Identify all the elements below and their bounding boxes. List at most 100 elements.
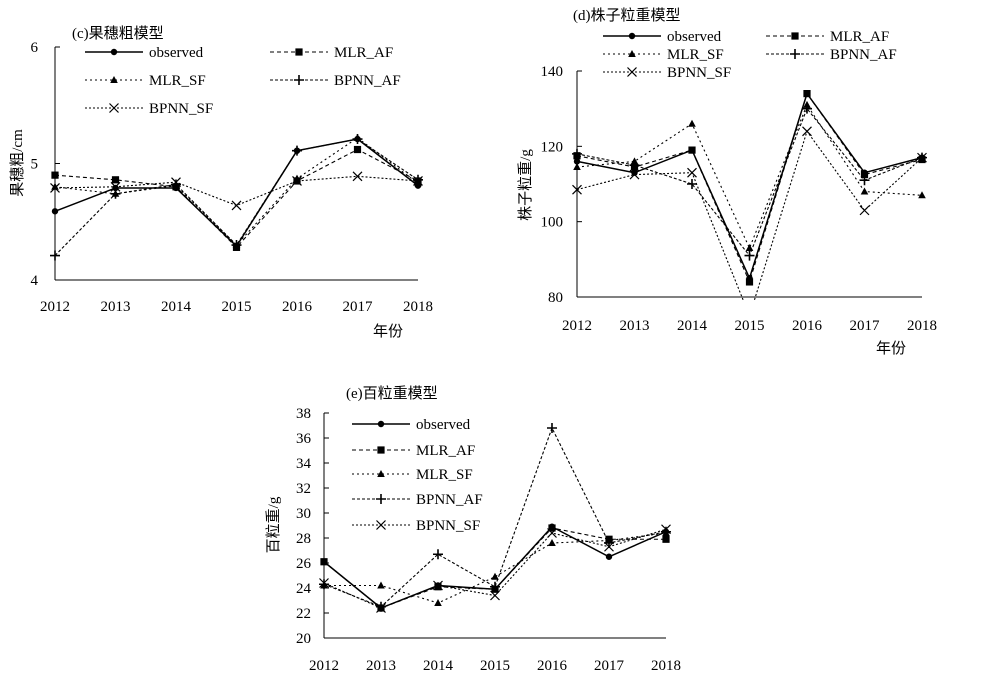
y-tick-label: 100 — [541, 215, 564, 231]
legend-marker — [628, 32, 636, 40]
legend-label: MLR_AF — [334, 45, 393, 61]
data-point — [110, 188, 121, 199]
series-line — [54, 138, 419, 248]
data-point — [413, 174, 423, 185]
x-tick-label: 2017 — [850, 318, 881, 334]
data-point — [491, 572, 499, 580]
data-point — [802, 103, 812, 114]
legend-item-mlr-af: MLR_AF — [352, 443, 475, 459]
data-point — [688, 119, 696, 127]
legend-marker — [110, 76, 118, 83]
data-point — [629, 160, 640, 171]
legend-item-observed: observed — [603, 29, 722, 45]
data-point — [687, 179, 697, 189]
data-point — [572, 184, 582, 195]
data-point — [662, 535, 670, 543]
legend-label: BPNN_AF — [830, 47, 897, 63]
x-tick-label: 2016 — [792, 318, 823, 334]
x-tick-label: 2014 — [677, 318, 708, 334]
y-tick-label: 30 — [296, 506, 311, 522]
series-line — [323, 426, 667, 608]
x-tick-label: 2018 — [651, 658, 681, 674]
y-tick-label: 22 — [296, 606, 311, 622]
legend-label: BPNN_SF — [416, 518, 480, 534]
legend-label: BPNN_AF — [416, 492, 483, 508]
x-tick-label: 2013 — [366, 658, 396, 674]
series-line — [54, 137, 419, 246]
y-tick-label: 28 — [296, 531, 311, 547]
data-point — [490, 581, 500, 592]
series-observed — [320, 523, 670, 612]
x-tick-label: 2017 — [343, 299, 374, 315]
data-point — [171, 177, 181, 188]
x-tick-label: 2014 — [423, 658, 454, 674]
series-line — [576, 107, 923, 257]
data-point — [171, 179, 181, 190]
data-point — [605, 553, 613, 560]
data-point — [292, 176, 302, 186]
y-tick-label: 80 — [548, 290, 563, 306]
legend-label: observed — [416, 417, 471, 433]
x-tick-label: 2015 — [222, 299, 252, 315]
legend-item-mlr-sf: MLR_SF — [352, 467, 473, 483]
legend-label: MLR_AF — [830, 29, 889, 45]
x-tick-label: 2013 — [101, 299, 131, 315]
y-tick-label: 4 — [31, 273, 39, 289]
data-point — [110, 181, 121, 192]
data-point — [629, 169, 640, 180]
data-point — [51, 171, 59, 179]
data-point — [433, 549, 443, 560]
data-point — [661, 524, 671, 535]
legend-label: MLR_AF — [416, 443, 475, 459]
data-point — [573, 158, 581, 165]
data-point — [918, 191, 926, 199]
series-bpnn-af — [319, 423, 671, 612]
series-line — [54, 138, 419, 256]
data-point — [434, 599, 442, 606]
data-point — [352, 171, 363, 182]
series-mlr-af — [51, 145, 422, 251]
data-point — [687, 167, 697, 178]
legend-marker — [627, 67, 637, 77]
series-bpnn-sf — [319, 524, 671, 613]
legend-label: MLR_SF — [149, 73, 206, 89]
data-point — [231, 200, 242, 211]
series-bpnn-af — [572, 103, 927, 261]
data-point — [688, 146, 696, 154]
legend-marker — [791, 32, 799, 40]
x-tick-label: 2012 — [40, 299, 70, 315]
legend-marker — [294, 75, 304, 85]
data-point — [490, 590, 500, 601]
chart-d: 80 100 120 140 2012 2013 2014 2015 2016 2017 2018 (… — [517, 7, 937, 357]
legend-label: BPNN_AF — [334, 73, 401, 89]
y-tick-label: 120 — [541, 139, 564, 155]
x-tick-label: 2015 — [480, 658, 510, 674]
legend-marker — [377, 446, 385, 454]
y-tick-label: 24 — [296, 581, 312, 597]
data-point — [413, 176, 423, 186]
legend-marker — [109, 103, 119, 113]
legend-marker — [110, 48, 118, 56]
data-point — [292, 145, 302, 156]
y-axis-title: 百粒重/g — [265, 496, 282, 553]
data-point — [802, 126, 812, 137]
data-point — [50, 250, 60, 261]
data-point — [434, 583, 442, 591]
legend-label: BPNN_SF — [667, 65, 731, 81]
data-point — [859, 175, 870, 186]
legend-item-mlr-sf: MLR_SF — [85, 73, 206, 89]
data-point — [319, 579, 329, 590]
data-point — [50, 183, 60, 193]
legend-label: MLR_SF — [416, 467, 473, 483]
y-tick-label: 20 — [296, 631, 311, 647]
legend-marker — [295, 48, 303, 56]
legend-item-mlr-af: MLR_AF — [766, 29, 889, 45]
legend-marker — [377, 470, 385, 477]
legend-item-mlr-af: MLR_AF — [270, 45, 393, 61]
y-tick-label: 140 — [541, 64, 564, 80]
y-axis-title: 果穗粗/cm — [9, 129, 26, 197]
data-point — [803, 90, 811, 98]
x-tick-label: 2018 — [403, 299, 433, 315]
x-tick-label: 2015 — [735, 318, 765, 334]
